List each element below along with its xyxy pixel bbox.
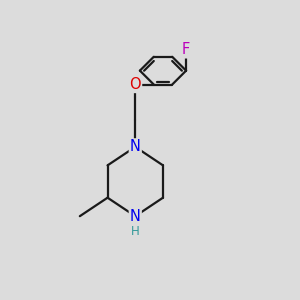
Text: H: H — [131, 225, 140, 238]
Text: N: N — [130, 209, 141, 224]
Text: O: O — [130, 77, 141, 92]
Text: F: F — [182, 42, 190, 57]
Text: N: N — [130, 140, 141, 154]
